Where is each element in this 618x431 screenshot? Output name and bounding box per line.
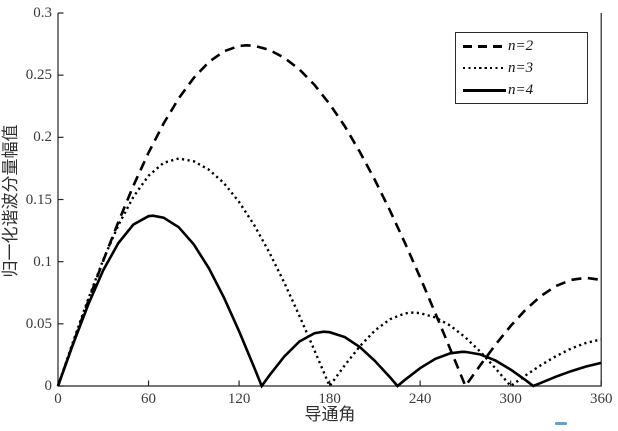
blue-dash-artifact: [555, 422, 567, 425]
x-tick-label: 300: [499, 391, 522, 407]
legend: n=2 n=3 n=4: [455, 32, 588, 104]
legend-row: n=2: [456, 35, 587, 57]
x-tick-label: 60: [141, 391, 157, 407]
legend-label: n=3: [508, 60, 534, 76]
x-tick-label: 360: [589, 391, 613, 407]
y-tick-label: 0.15: [25, 191, 52, 208]
legend-line-sample-dotted: [463, 66, 506, 70]
curve-n-4: [56, 214, 602, 389]
curve-n-3: [56, 157, 602, 389]
y-tick-label: 0.2: [33, 129, 52, 146]
curve-n-2: [56, 43, 602, 389]
legend-row: n=4: [456, 79, 587, 101]
x-tick-label: 0: [54, 391, 62, 407]
y-tick-label: 0.05: [25, 315, 52, 332]
legend-row: n=3: [456, 57, 587, 79]
legend-label: n=2: [508, 38, 534, 54]
legend-line-sample-dashed: [463, 44, 506, 48]
legend-line-sample-solid: [463, 88, 506, 92]
legend-label: n=4: [508, 82, 534, 98]
x-tick-label: 180: [318, 391, 341, 407]
x-axis-label: 导通角: [304, 405, 356, 424]
x-tick-label: 240: [408, 391, 432, 407]
x-tick-label: 120: [227, 391, 251, 407]
y-tick-label: 0.3: [33, 5, 52, 21]
y-tick-label: 0: [44, 378, 53, 394]
y-tick-label: 0.25: [25, 67, 52, 84]
y-tick-label: 0.1: [33, 253, 52, 270]
